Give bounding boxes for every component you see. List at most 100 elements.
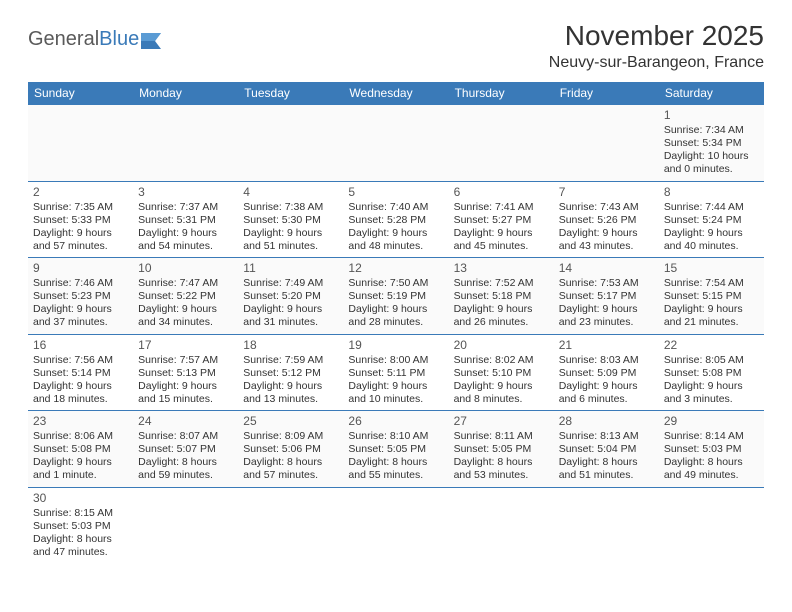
sunset-line: Sunset: 5:22 PM [138,290,233,303]
sunset-line: Sunset: 5:08 PM [33,443,128,456]
daylight-line-2: and 57 minutes. [243,469,338,482]
sunrise-line: Sunrise: 7:53 AM [559,277,654,290]
sunrise-line: Sunrise: 7:37 AM [138,201,233,214]
calendar-week-row: 1Sunrise: 7:34 AMSunset: 5:34 PMDaylight… [28,105,764,182]
sunrise-line: Sunrise: 7:40 AM [348,201,443,214]
calendar-cell: 26Sunrise: 8:10 AMSunset: 5:05 PMDayligh… [343,411,448,488]
daylight-line-1: Daylight: 8 hours [33,533,128,546]
day-number: 9 [33,261,128,276]
sunrise-line: Sunrise: 8:10 AM [348,430,443,443]
daylight-line-2: and 51 minutes. [243,240,338,253]
sunset-line: Sunset: 5:23 PM [33,290,128,303]
sunrise-line: Sunrise: 8:00 AM [348,354,443,367]
day-number: 16 [33,338,128,353]
day-number: 19 [348,338,443,353]
daylight-line-1: Daylight: 9 hours [664,227,759,240]
daylight-line-1: Daylight: 9 hours [33,456,128,469]
calendar-cell [554,105,659,182]
calendar-cell [238,105,343,182]
calendar-week-row: 16Sunrise: 7:56 AMSunset: 5:14 PMDayligh… [28,334,764,411]
header: GeneralBlue November 2025 Neuvy-sur-Bara… [28,20,764,72]
daylight-line-1: Daylight: 9 hours [243,380,338,393]
calendar-cell [449,105,554,182]
calendar-cell: 25Sunrise: 8:09 AMSunset: 5:06 PMDayligh… [238,411,343,488]
daylight-line-2: and 21 minutes. [664,316,759,329]
daylight-line-2: and 53 minutes. [454,469,549,482]
sunrise-line: Sunrise: 7:34 AM [664,124,759,137]
weekday-header-row: Sunday Monday Tuesday Wednesday Thursday… [28,82,764,105]
day-number: 30 [33,491,128,506]
calendar-cell: 4Sunrise: 7:38 AMSunset: 5:30 PMDaylight… [238,181,343,258]
day-number: 18 [243,338,338,353]
daylight-line-2: and 54 minutes. [138,240,233,253]
calendar-body: 1Sunrise: 7:34 AMSunset: 5:34 PMDaylight… [28,105,764,564]
calendar-cell: 13Sunrise: 7:52 AMSunset: 5:18 PMDayligh… [449,258,554,335]
day-number: 20 [454,338,549,353]
weekday-header: Friday [554,82,659,105]
calendar-cell: 28Sunrise: 8:13 AMSunset: 5:04 PMDayligh… [554,411,659,488]
calendar-cell: 2Sunrise: 7:35 AMSunset: 5:33 PMDaylight… [28,181,133,258]
sunrise-line: Sunrise: 8:05 AM [664,354,759,367]
daylight-line-1: Daylight: 9 hours [138,380,233,393]
calendar-cell: 10Sunrise: 7:47 AMSunset: 5:22 PMDayligh… [133,258,238,335]
sunrise-line: Sunrise: 8:06 AM [33,430,128,443]
sunrise-line: Sunrise: 8:07 AM [138,430,233,443]
calendar-cell: 18Sunrise: 7:59 AMSunset: 5:12 PMDayligh… [238,334,343,411]
daylight-line-2: and 37 minutes. [33,316,128,329]
daylight-line-1: Daylight: 9 hours [664,303,759,316]
sunset-line: Sunset: 5:09 PM [559,367,654,380]
sunrise-line: Sunrise: 7:47 AM [138,277,233,290]
day-number: 28 [559,414,654,429]
sunrise-line: Sunrise: 8:14 AM [664,430,759,443]
daylight-line-2: and 59 minutes. [138,469,233,482]
calendar-cell: 27Sunrise: 8:11 AMSunset: 5:05 PMDayligh… [449,411,554,488]
daylight-line-1: Daylight: 9 hours [559,380,654,393]
sunrise-line: Sunrise: 7:43 AM [559,201,654,214]
daylight-line-1: Daylight: 9 hours [454,227,549,240]
brand-part2: Blue [99,28,139,51]
day-number: 4 [243,185,338,200]
daylight-line-2: and 1 minute. [33,469,128,482]
daylight-line-1: Daylight: 8 hours [138,456,233,469]
day-number: 1 [664,108,759,123]
daylight-line-2: and 23 minutes. [559,316,654,329]
calendar-cell: 3Sunrise: 7:37 AMSunset: 5:31 PMDaylight… [133,181,238,258]
daylight-line-1: Daylight: 9 hours [348,227,443,240]
calendar-cell [238,487,343,563]
day-number: 6 [454,185,549,200]
daylight-line-2: and 15 minutes. [138,393,233,406]
day-number: 8 [664,185,759,200]
weekday-header: Saturday [659,82,764,105]
calendar-cell: 15Sunrise: 7:54 AMSunset: 5:15 PMDayligh… [659,258,764,335]
sunset-line: Sunset: 5:17 PM [559,290,654,303]
day-number: 11 [243,261,338,276]
sunset-line: Sunset: 5:28 PM [348,214,443,227]
daylight-line-2: and 40 minutes. [664,240,759,253]
daylight-line-1: Daylight: 9 hours [243,227,338,240]
calendar-cell: 24Sunrise: 8:07 AMSunset: 5:07 PMDayligh… [133,411,238,488]
day-number: 13 [454,261,549,276]
calendar-cell: 5Sunrise: 7:40 AMSunset: 5:28 PMDaylight… [343,181,448,258]
daylight-line-1: Daylight: 10 hours [664,150,759,163]
sunset-line: Sunset: 5:03 PM [664,443,759,456]
calendar-cell: 7Sunrise: 7:43 AMSunset: 5:26 PMDaylight… [554,181,659,258]
sunrise-line: Sunrise: 7:52 AM [454,277,549,290]
sunrise-line: Sunrise: 7:49 AM [243,277,338,290]
sunrise-line: Sunrise: 8:11 AM [454,430,549,443]
calendar-table: Sunday Monday Tuesday Wednesday Thursday… [28,82,764,563]
calendar-cell: 12Sunrise: 7:50 AMSunset: 5:19 PMDayligh… [343,258,448,335]
day-number: 21 [559,338,654,353]
calendar-cell [554,487,659,563]
daylight-line-1: Daylight: 9 hours [33,380,128,393]
day-number: 27 [454,414,549,429]
sunset-line: Sunset: 5:27 PM [454,214,549,227]
brand-part1: General [28,28,99,51]
daylight-line-1: Daylight: 9 hours [454,303,549,316]
sunset-line: Sunset: 5:07 PM [138,443,233,456]
daylight-line-2: and 55 minutes. [348,469,443,482]
sunrise-line: Sunrise: 8:03 AM [559,354,654,367]
daylight-line-2: and 31 minutes. [243,316,338,329]
location: Neuvy-sur-Barangeon, France [549,54,764,72]
daylight-line-2: and 3 minutes. [664,393,759,406]
calendar-week-row: 2Sunrise: 7:35 AMSunset: 5:33 PMDaylight… [28,181,764,258]
